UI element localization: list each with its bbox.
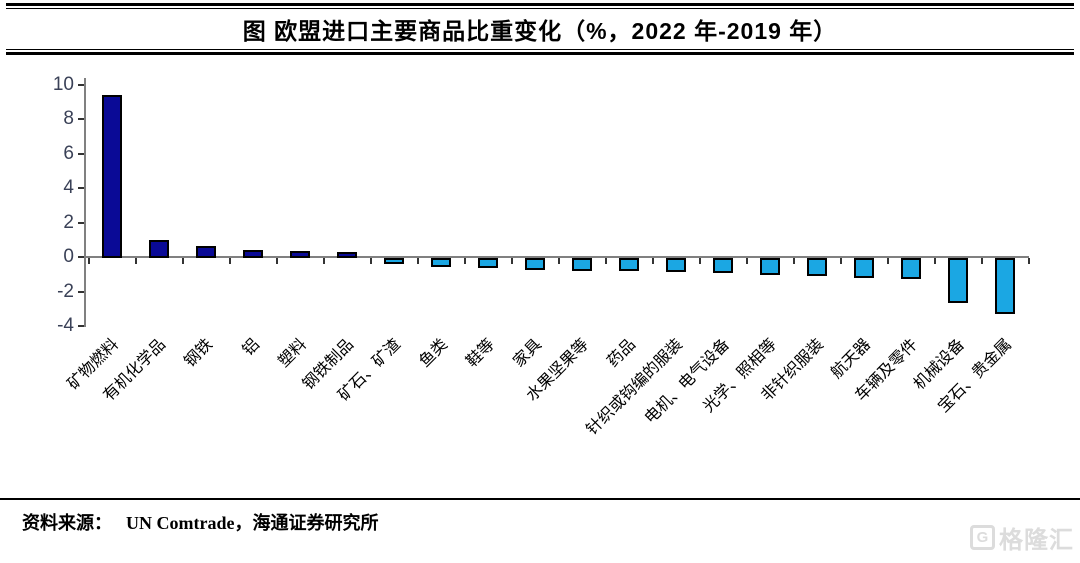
x-tick-label: 家具 — [510, 336, 546, 371]
y-tick-label: 6 — [63, 142, 74, 164]
bar — [384, 258, 404, 264]
bar — [478, 258, 498, 268]
x-axis-tick — [417, 258, 419, 264]
chart-title: 图 欧盟进口主要商品比重变化（%，2022 年-2019 年） — [242, 18, 838, 44]
x-axis-tick — [464, 258, 466, 264]
y-axis-tick — [78, 187, 84, 189]
source-text: UN Comtrade，海通证券研究所 — [126, 513, 379, 533]
x-axis-tick — [370, 258, 372, 264]
bar — [666, 258, 686, 272]
bar — [619, 258, 639, 271]
y-tick-label: -4 — [57, 315, 74, 336]
y-axis-tick — [78, 152, 84, 155]
y-tick-label: 0 — [63, 246, 74, 267]
x-axis-line — [84, 256, 1029, 258]
x-axis-tick — [276, 258, 278, 264]
bar — [901, 258, 921, 279]
source-line: 资料来源： UN Comtrade，海通证券研究所 — [22, 509, 378, 535]
bar — [337, 252, 357, 258]
y-tick-label: 2 — [63, 211, 74, 233]
title-rule-thin — [6, 49, 1074, 50]
x-tick-label: 钢铁 — [181, 336, 217, 371]
x-axis-tick — [746, 258, 748, 264]
x-axis-tick — [558, 258, 560, 264]
x-tick-label: 电机、电气设备 — [641, 336, 734, 428]
x-axis-tick — [135, 258, 137, 264]
y-axis-tick — [78, 118, 84, 120]
bar — [760, 258, 780, 275]
x-tick-label: 药品 — [604, 336, 640, 371]
x-axis-tick — [511, 258, 513, 264]
x-axis-tick — [652, 258, 654, 264]
bar — [713, 258, 733, 273]
y-tick-label: 8 — [63, 108, 74, 129]
y-tick-label: 4 — [63, 177, 74, 198]
x-axis-tick — [229, 258, 231, 264]
bar — [572, 258, 592, 271]
x-axis-tick — [981, 258, 983, 264]
y-axis-tick — [78, 290, 84, 293]
bar — [525, 258, 545, 270]
source-label: 资料来源： — [22, 513, 112, 533]
top-rule-thick — [6, 3, 1074, 6]
bar — [196, 246, 216, 258]
x-axis-tick — [840, 258, 842, 264]
x-tick-label: 鞋等 — [463, 336, 499, 371]
y-axis-tick — [78, 256, 84, 258]
bar — [102, 95, 122, 258]
x-axis-tick — [699, 258, 701, 264]
watermark-text: 格隆汇 — [999, 527, 1074, 554]
y-axis-tick — [78, 221, 84, 224]
bar — [243, 250, 263, 258]
bar — [431, 258, 451, 267]
y-axis-line — [84, 78, 86, 327]
y-tick-label: -2 — [57, 280, 74, 302]
x-tick-label: 航天器 — [828, 336, 875, 382]
x-axis-tick — [605, 258, 607, 264]
x-tick-label: 塑料 — [275, 336, 311, 371]
watermark-logo-icon: G — [970, 525, 995, 550]
footer-rule — [0, 498, 1080, 500]
y-tick-label: 10 — [52, 73, 74, 95]
watermark: G 格隆汇 — [970, 520, 1074, 555]
x-axis-tick — [182, 258, 184, 264]
x-axis-tick — [88, 258, 90, 264]
x-axis-tick — [887, 258, 889, 264]
bar — [854, 258, 874, 278]
watermark-logo-letter: G — [976, 529, 989, 546]
x-axis-tick — [323, 258, 325, 264]
x-axis-tick — [793, 258, 795, 264]
top-rule-thin — [6, 8, 1074, 9]
title-rule-thick — [6, 52, 1074, 55]
x-axis-tick — [1028, 258, 1030, 264]
bar — [290, 251, 310, 258]
bar — [995, 258, 1015, 314]
x-axis-tick — [934, 258, 936, 264]
bar — [948, 258, 968, 303]
y-axis-tick — [78, 83, 84, 86]
y-axis-tick — [78, 325, 84, 327]
bar — [149, 240, 169, 258]
x-tick-label: 鱼类 — [416, 336, 452, 371]
x-tick-label: 铝 — [239, 336, 264, 360]
bar — [807, 258, 827, 276]
